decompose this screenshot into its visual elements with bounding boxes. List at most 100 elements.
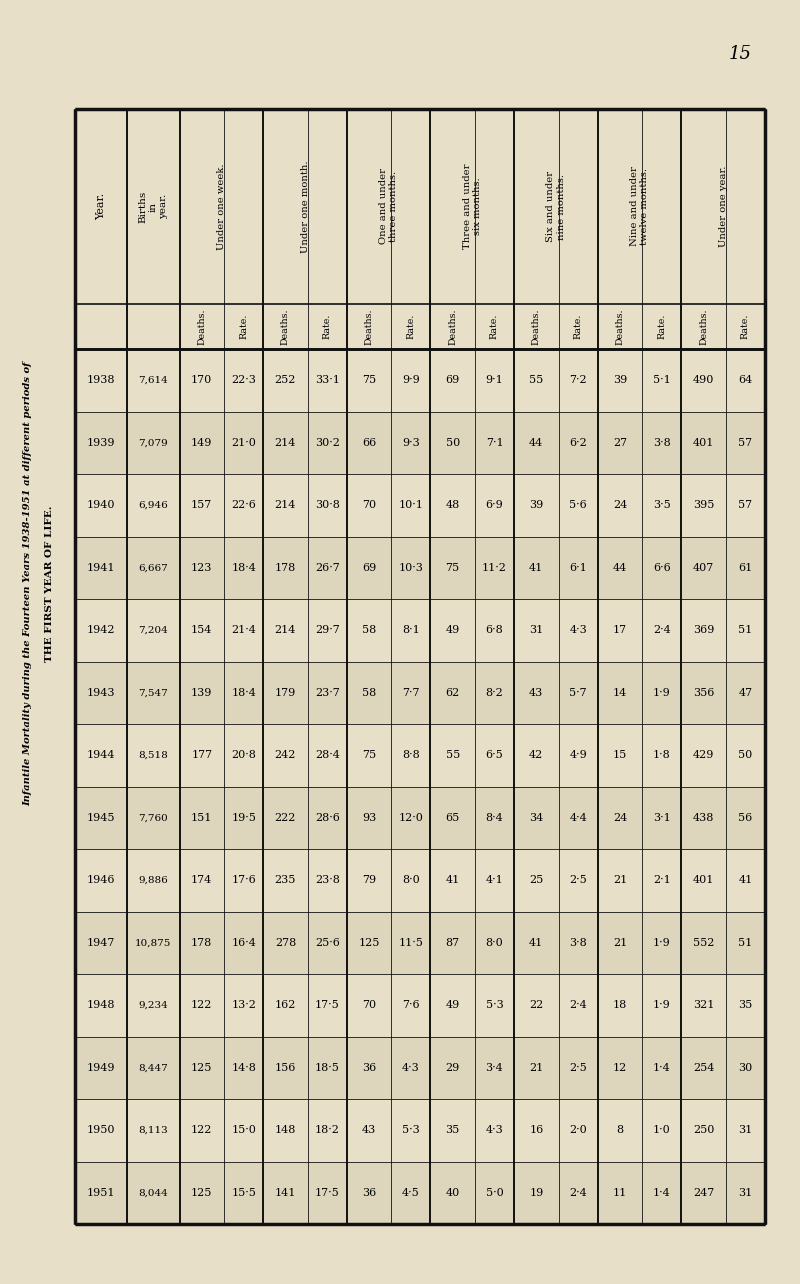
Text: 57: 57 — [738, 438, 753, 448]
Text: 1·4: 1·4 — [653, 1063, 670, 1072]
Text: 252: 252 — [274, 375, 296, 385]
Text: 1940: 1940 — [87, 501, 115, 510]
Text: 10,875: 10,875 — [135, 939, 171, 948]
Text: 9·9: 9·9 — [402, 375, 420, 385]
Text: 9·3: 9·3 — [402, 438, 420, 448]
Text: 40: 40 — [446, 1188, 460, 1198]
Text: 30: 30 — [738, 1063, 753, 1072]
Text: 2·5: 2·5 — [570, 1063, 587, 1072]
Polygon shape — [75, 787, 765, 849]
Text: 1943: 1943 — [87, 688, 115, 697]
Text: 1·0: 1·0 — [653, 1125, 670, 1135]
Polygon shape — [75, 661, 765, 724]
Text: 13·2: 13·2 — [231, 1000, 256, 1011]
Text: 1941: 1941 — [87, 562, 115, 573]
Text: 170: 170 — [191, 375, 212, 385]
Text: 21·0: 21·0 — [231, 438, 256, 448]
Text: Deaths.: Deaths. — [365, 308, 374, 344]
Text: 36: 36 — [362, 1188, 376, 1198]
Text: 41: 41 — [738, 876, 753, 885]
Text: 18·5: 18·5 — [314, 1063, 340, 1072]
Text: 23·8: 23·8 — [314, 876, 340, 885]
Text: 41: 41 — [529, 562, 543, 573]
Text: 6·8: 6·8 — [486, 625, 503, 636]
Text: 178: 178 — [191, 937, 212, 948]
Text: 4·5: 4·5 — [402, 1188, 420, 1198]
Text: 401: 401 — [693, 438, 714, 448]
Text: 39: 39 — [529, 501, 543, 510]
Polygon shape — [75, 1162, 765, 1224]
Text: 31: 31 — [738, 1125, 753, 1135]
Text: 30·8: 30·8 — [314, 501, 340, 510]
Text: 8,113: 8,113 — [138, 1126, 168, 1135]
Text: 214: 214 — [274, 625, 296, 636]
Text: 31: 31 — [529, 625, 543, 636]
Text: 1948: 1948 — [87, 1000, 115, 1011]
Text: 64: 64 — [738, 375, 753, 385]
Text: Deaths.: Deaths. — [281, 308, 290, 344]
Text: 8,518: 8,518 — [138, 751, 168, 760]
Text: 4·9: 4·9 — [570, 750, 587, 760]
Text: 20·8: 20·8 — [231, 750, 256, 760]
Text: 61: 61 — [738, 562, 753, 573]
Text: 139: 139 — [191, 688, 213, 697]
Text: 490: 490 — [693, 375, 714, 385]
Text: 3·4: 3·4 — [486, 1063, 503, 1072]
Text: Deaths.: Deaths. — [198, 308, 206, 344]
Text: 21: 21 — [613, 937, 627, 948]
Text: 65: 65 — [446, 813, 460, 823]
Text: 41: 41 — [529, 937, 543, 948]
Polygon shape — [75, 912, 765, 975]
Text: 7,760: 7,760 — [138, 813, 168, 822]
Text: 49: 49 — [446, 1000, 460, 1011]
Text: 8,044: 8,044 — [138, 1188, 168, 1197]
Text: 69: 69 — [362, 562, 376, 573]
Text: 26·7: 26·7 — [315, 562, 339, 573]
Text: 25·6: 25·6 — [314, 937, 340, 948]
Text: 55: 55 — [529, 375, 543, 385]
Text: Deaths.: Deaths. — [448, 308, 457, 344]
Text: 21: 21 — [529, 1063, 543, 1072]
Text: 247: 247 — [693, 1188, 714, 1198]
Text: 1939: 1939 — [87, 438, 115, 448]
Text: 1947: 1947 — [87, 937, 115, 948]
Text: 2·4: 2·4 — [570, 1000, 587, 1011]
Text: Rate.: Rate. — [658, 313, 666, 339]
Text: 3·5: 3·5 — [653, 501, 670, 510]
Text: 70: 70 — [362, 501, 376, 510]
Text: 1949: 1949 — [87, 1063, 115, 1072]
Text: 8·2: 8·2 — [486, 688, 503, 697]
Text: 162: 162 — [274, 1000, 296, 1011]
Text: 6·2: 6·2 — [570, 438, 587, 448]
Text: 29: 29 — [446, 1063, 460, 1072]
Text: Deaths.: Deaths. — [532, 308, 541, 344]
Text: 438: 438 — [693, 813, 714, 823]
Text: 8·4: 8·4 — [486, 813, 503, 823]
Text: 1944: 1944 — [87, 750, 115, 760]
Text: 321: 321 — [693, 1000, 714, 1011]
Text: 125: 125 — [191, 1063, 213, 1072]
Text: 18: 18 — [613, 1000, 627, 1011]
Text: 29·7: 29·7 — [315, 625, 339, 636]
Text: 75: 75 — [362, 750, 376, 760]
Text: 93: 93 — [362, 813, 376, 823]
Text: Infantile Mortality during the Fourteen Years 1938-1951 at different periods of: Infantile Mortality during the Fourteen … — [23, 362, 33, 806]
Text: 356: 356 — [693, 688, 714, 697]
Text: 75: 75 — [446, 562, 460, 573]
Text: 179: 179 — [274, 688, 296, 697]
Text: Deaths.: Deaths. — [615, 308, 625, 344]
Text: 17·5: 17·5 — [315, 1188, 339, 1198]
Text: 5·3: 5·3 — [486, 1000, 503, 1011]
Text: 8·0: 8·0 — [402, 876, 420, 885]
Text: 6,667: 6,667 — [138, 564, 168, 573]
Text: Under one year.: Under one year. — [718, 166, 728, 248]
Text: 51: 51 — [738, 937, 753, 948]
Text: 8,447: 8,447 — [138, 1063, 168, 1072]
Text: 21: 21 — [613, 876, 627, 885]
Text: 36: 36 — [362, 1063, 376, 1072]
Text: 1·9: 1·9 — [653, 1000, 670, 1011]
Text: 44: 44 — [529, 438, 543, 448]
Text: 34: 34 — [529, 813, 543, 823]
Text: 55: 55 — [446, 750, 460, 760]
Text: 6·1: 6·1 — [570, 562, 587, 573]
